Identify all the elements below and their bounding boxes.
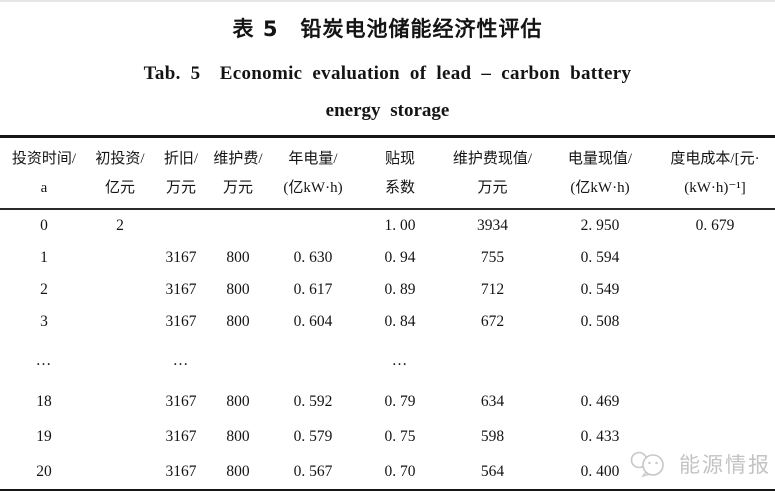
table-row: 1 3167 800 0. 630 0. 94 755 0. 594: [0, 242, 775, 274]
cell: 2. 950: [580, 217, 620, 234]
table-row: 0 2 1. 00 3934 2. 950 0. 679: [0, 209, 775, 242]
economic-evaluation-table: 投资时间/a 初投资/亿元 折旧/万元 维护费/万元 年电量/(亿kW·h) 贴现 系数 维护…: [0, 135, 775, 491]
header-cell-5: 贴现 系数: [384, 151, 415, 196]
cell: [88, 242, 152, 274]
cell: 800: [226, 249, 250, 266]
cell: [266, 338, 360, 384]
table-body: 0 2 1. 00 3934 2. 950 0. 679 1 3167 800 0. 630 0. …: [0, 209, 775, 491]
cell: 0. 433: [580, 427, 620, 445]
header-cell-1: 初投资/亿元: [95, 151, 145, 196]
cell: 3167: [165, 281, 197, 298]
cell: 755: [480, 249, 505, 266]
header-cell-3: 维护费/万元: [213, 151, 263, 196]
cell: [88, 306, 152, 338]
cell: [88, 274, 152, 306]
cell: [266, 209, 360, 242]
cell: 3: [40, 313, 48, 330]
cell: [88, 338, 152, 384]
table-title-block: 表 5 铅炭电池储能经济性评估 Tab. 5 Economic evaluati…: [0, 0, 775, 122]
cell: 672: [480, 313, 505, 330]
table-row: 20 3167 800 0. 567 0. 70 564 0. 400: [0, 454, 775, 491]
cell: …: [35, 352, 53, 369]
cell: 2: [40, 281, 48, 298]
cell: [545, 338, 655, 384]
header-cell-4: 年电量/(亿kW·h): [283, 151, 343, 196]
cell: 3167: [165, 313, 197, 330]
cell: 1: [40, 249, 48, 266]
cell: [440, 338, 545, 384]
cell: 598: [480, 427, 505, 445]
cell: [655, 454, 775, 491]
cell: 19: [36, 427, 52, 445]
cell: 712: [480, 281, 505, 298]
cell: 3934: [477, 217, 508, 234]
table-row: 2 3167 800 0. 617 0. 89 712 0. 549: [0, 274, 775, 306]
cell: [152, 209, 210, 242]
cell: 0. 70: [384, 462, 416, 480]
cell: …: [172, 352, 190, 369]
cell: 564: [480, 462, 505, 480]
cell: 0. 469: [580, 392, 620, 410]
cell: 800: [226, 313, 250, 330]
cell: [655, 306, 775, 338]
cell: [88, 384, 152, 419]
cell: 20: [36, 462, 52, 480]
cell: [88, 454, 152, 491]
page-top-edge: [0, 0, 775, 2]
cell: [655, 242, 775, 274]
cell: 0. 84: [384, 313, 416, 330]
cell: 0. 75: [384, 427, 416, 445]
cell: 0. 617: [293, 281, 333, 298]
table-row: … … …: [0, 338, 775, 384]
cell: 0. 89: [384, 281, 416, 298]
header-cell-7: 电量现值/(亿kW·h): [567, 151, 633, 196]
header-cell-0: 投资时间/a: [11, 151, 77, 196]
cell: [655, 274, 775, 306]
header-row: 投资时间/a 初投资/亿元 折旧/万元 维护费/万元 年电量/(亿kW·h) 贴现 系数 维护…: [0, 137, 775, 209]
header-cell-2: 折旧/万元: [163, 151, 199, 196]
header-cell-6: 维护费现值/万元: [452, 151, 533, 196]
header-cell-8: 度电成本/[元· (kW·h)⁻¹]: [670, 151, 760, 196]
cell: 800: [226, 392, 250, 410]
cell: 3167: [165, 462, 197, 480]
cell: 0. 604: [293, 313, 333, 330]
cell: [88, 419, 152, 454]
cell: [210, 338, 266, 384]
cell: 2: [116, 217, 124, 234]
cell: 3167: [165, 427, 197, 445]
cell: 1. 00: [384, 217, 416, 234]
cell: …: [391, 352, 409, 369]
cell: 0. 400: [580, 462, 620, 480]
table-row: 3 3167 800 0. 604 0. 84 672 0. 508: [0, 306, 775, 338]
cell: 800: [226, 462, 250, 480]
table-title-english-line2: energy storage: [325, 100, 450, 121]
cell: [655, 338, 775, 384]
cell: 0. 630: [293, 249, 333, 266]
table-row: 19 3167 800 0. 579 0. 75 598 0. 433: [0, 419, 775, 454]
cell: 800: [226, 281, 250, 298]
cell: 0. 549: [580, 281, 620, 298]
table-header: 投资时间/a 初投资/亿元 折旧/万元 维护费/万元 年电量/(亿kW·h) 贴现 系数 维护…: [0, 137, 775, 209]
table-title-english-line1: Tab. 5 Economic evaluation of lead – car…: [143, 63, 632, 84]
cell: 3167: [165, 392, 197, 410]
cell: 0. 94: [384, 249, 416, 266]
cell: 3167: [165, 249, 197, 266]
cell: 0. 579: [293, 427, 333, 445]
cell: 0. 508: [580, 313, 620, 330]
cell: 800: [226, 427, 250, 445]
cell: 0. 567: [293, 462, 333, 480]
cell: 0. 79: [384, 392, 416, 410]
cell: 0: [40, 217, 48, 234]
table-row: 18 3167 800 0. 592 0. 79 634 0. 469: [0, 384, 775, 419]
cell: 0. 679: [695, 217, 735, 234]
cell: 634: [480, 392, 505, 410]
cell: 18: [36, 392, 52, 410]
cell: [655, 419, 775, 454]
cell: 0. 592: [293, 392, 333, 410]
cell: 0. 594: [580, 249, 620, 266]
table-title-chinese: 表 5 铅炭电池储能经济性评估: [232, 17, 543, 41]
cell: [210, 209, 266, 242]
cell: [655, 384, 775, 419]
